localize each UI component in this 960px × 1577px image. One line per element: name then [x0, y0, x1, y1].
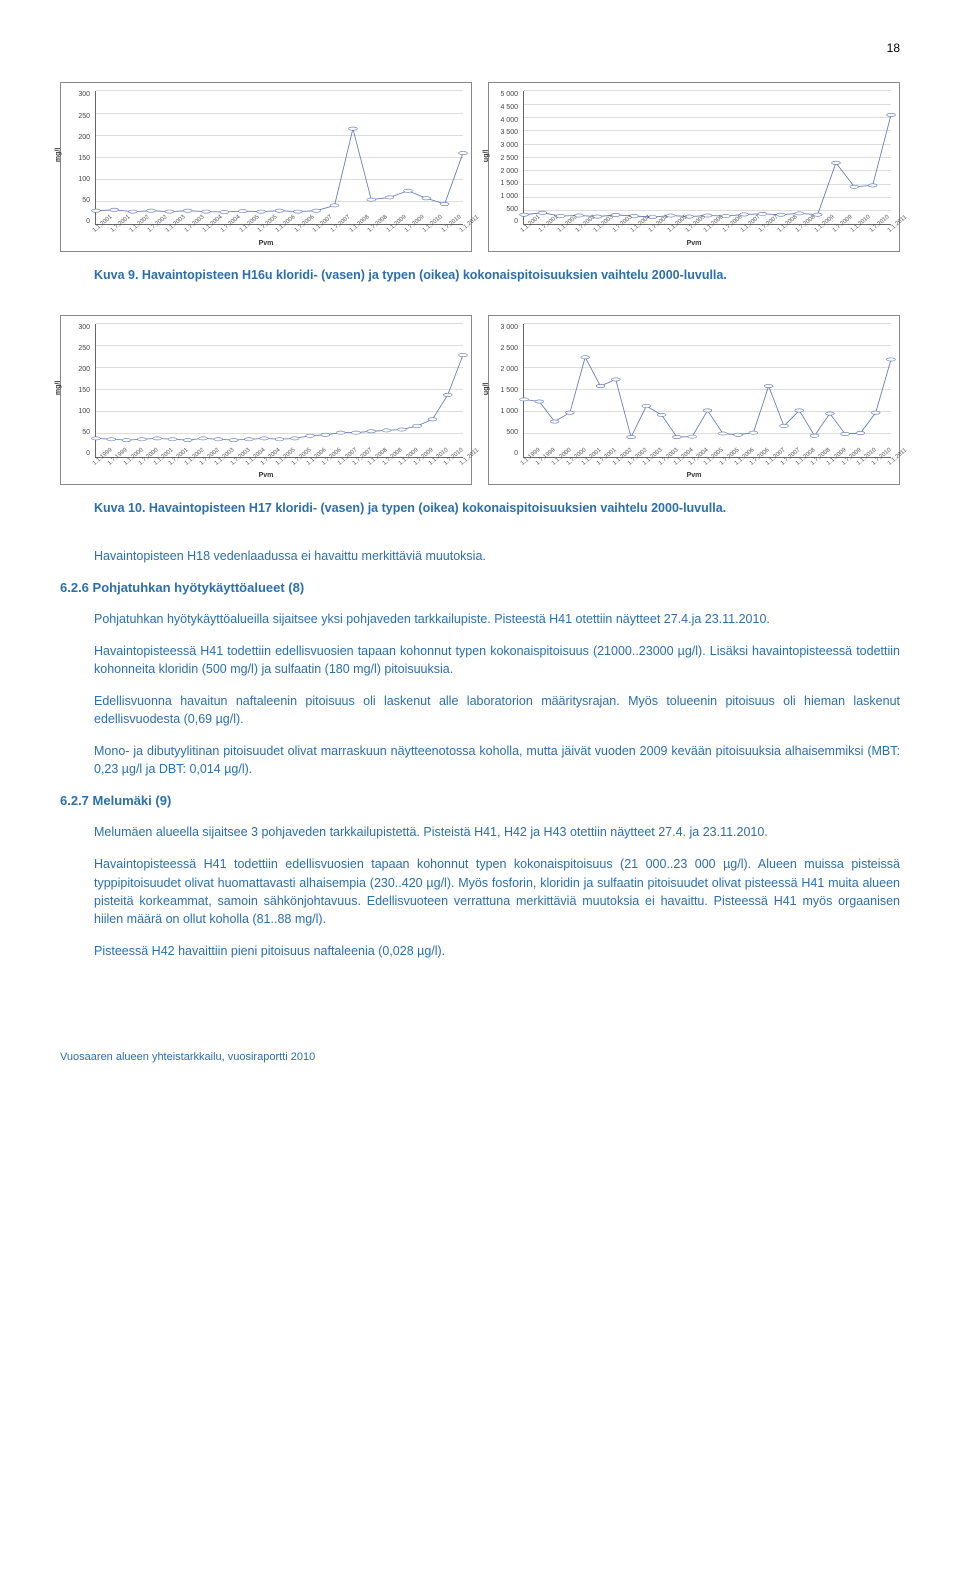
- chart-row-1: 050100150200250300mg/l1.1.20011.7.20011.…: [60, 82, 900, 252]
- para-627-1: Melumäen alueella sijaitsee 3 pohjaveden…: [94, 823, 900, 841]
- para-627-3: Pisteessä H42 havaittiin pieni pitoisuus…: [94, 942, 900, 960]
- para-626-2: Havaintopisteessä H41 todettiin edellisv…: [94, 642, 900, 678]
- para-626-1: Pohjatuhkan hyötykäyttöalueilla sijaitse…: [94, 610, 900, 628]
- para-627-2: Havaintopisteessä H41 todettiin edellisv…: [94, 855, 900, 928]
- chart-3: 050100150200250300mg/l1.1.19991.7.19991.…: [60, 315, 472, 485]
- caption-figure-10: Kuva 10. Havaintopisteen H17 kloridi- (v…: [94, 499, 900, 517]
- chart-2: 05001 0001 5002 0002 5003 0003 5004 0004…: [488, 82, 900, 252]
- caption-figure-9: Kuva 9. Havaintopisteen H16u kloridi- (v…: [94, 266, 900, 284]
- section-626-heading: 6.2.6 Pohjatuhkan hyötykäyttöalueet (8): [60, 579, 900, 598]
- chart-1: 050100150200250300mg/l1.1.20011.7.20011.…: [60, 82, 472, 252]
- chart-row-2: 050100150200250300mg/l1.1.19991.7.19991.…: [60, 315, 900, 485]
- footer-text: Vuosaaren alueen yhteistarkkailu, vuosir…: [60, 1050, 900, 1066]
- page-number: 18: [60, 40, 900, 57]
- section-627-heading: 6.2.7 Melumäki (9): [60, 792, 900, 811]
- para-626-3: Edellisvuonna havaitun naftaleenin pitoi…: [94, 692, 900, 728]
- para-626-4: Mono- ja dibutyylitinan pitoisuudet oliv…: [94, 742, 900, 778]
- para-h18: Havaintopisteen H18 vedenlaadussa ei hav…: [94, 547, 900, 565]
- chart-4: 05001 0001 5002 0002 5003 000ug/l1.1.199…: [488, 315, 900, 485]
